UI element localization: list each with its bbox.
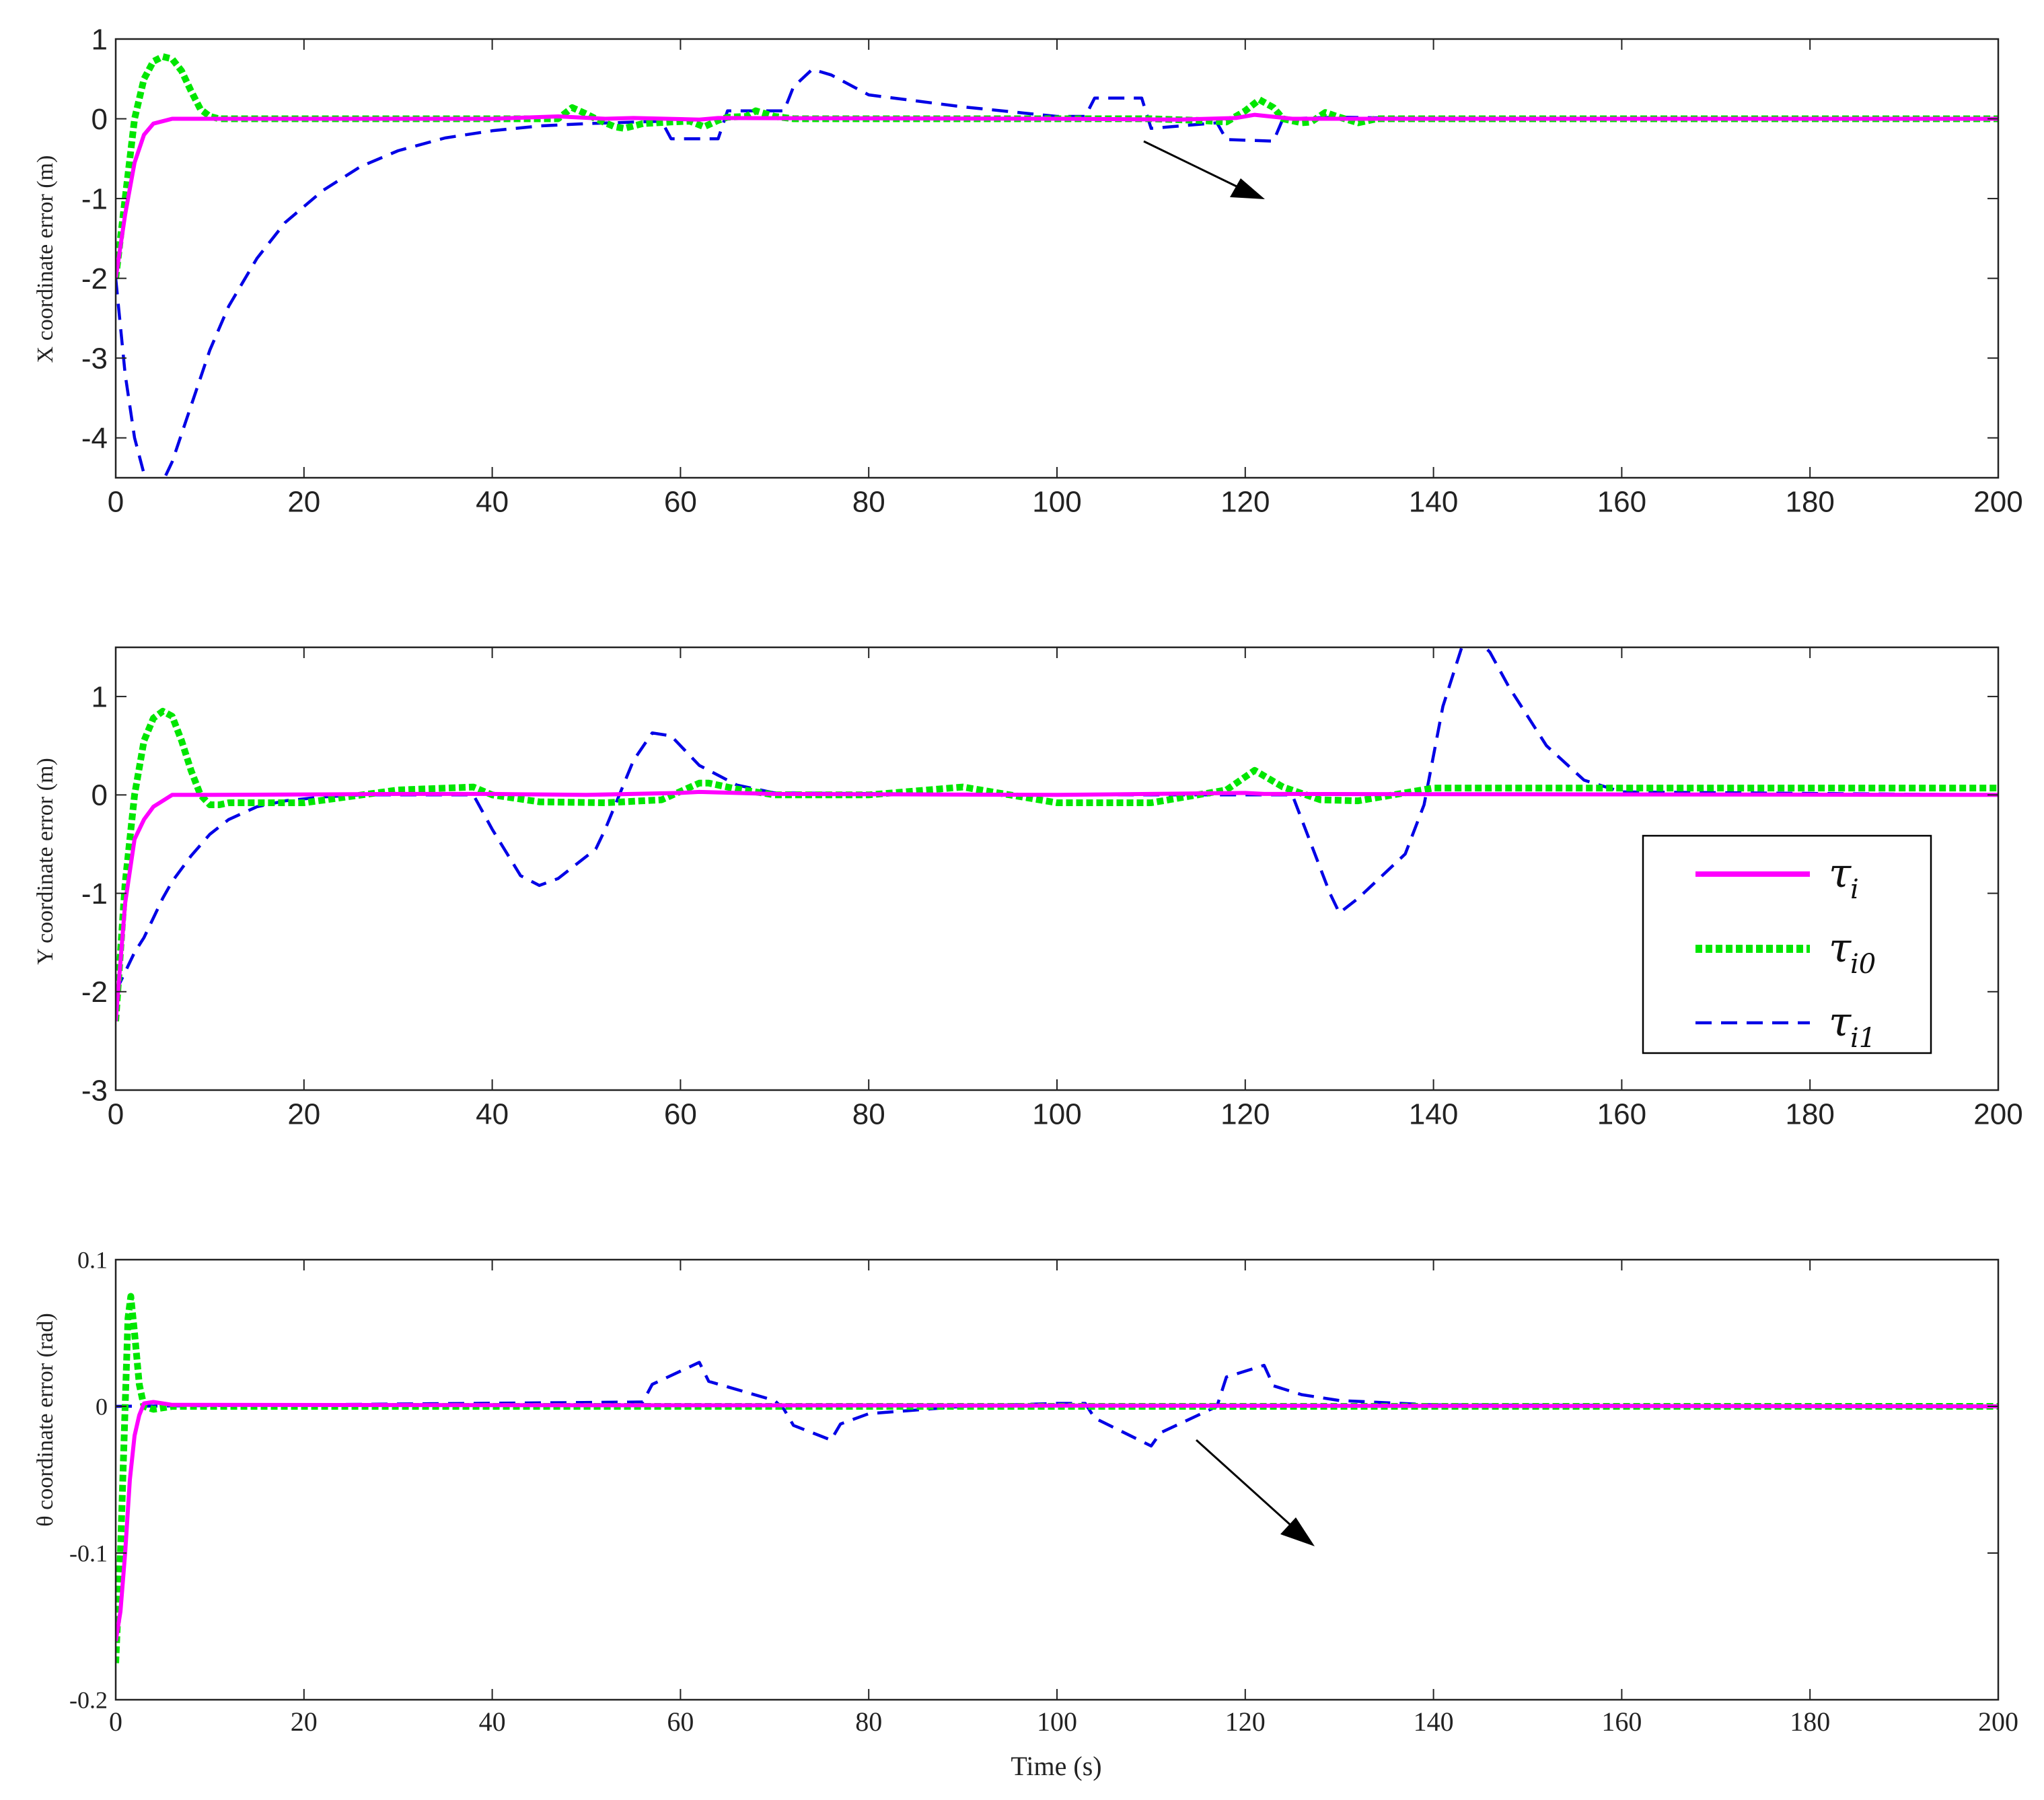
x-main-xtick-label: 200 [1973,486,2022,519]
theta-main-xtick-label: 200 [1978,1706,2018,1737]
legend-entry-tau-i1: τ i1 [1695,999,1876,1054]
x-main-background [116,39,1998,478]
theta-main-xtick-label: 120 [1225,1706,1266,1737]
x-main-panel: 0 20 40 60 80 100 120 140 160 180 200 -4 -3 -2 -1 0 1 [81,23,2023,518]
y-main-ytick-label: -2 [81,976,108,1009]
y-main-ylabel: Y coordinate error (m) [33,758,58,964]
x-main-xtick-label: 20 [287,486,320,519]
x-axis-label: Time (s) [1011,1751,1101,1781]
x-main-ytick-label: 1 [92,23,108,56]
x-main-series-tau-i [116,112,1998,279]
x-main-xtick-label: 0 [108,486,124,519]
x-main-ytick-label: -1 [81,182,108,215]
y-main-ytick-label: 1 [92,681,108,714]
legend-sub-tau-i0: i0 [1850,949,1876,980]
y-main-xtick-label: 200 [1973,1098,2022,1131]
y-main-ytick-label: -3 [81,1074,108,1107]
zoom-arrow-x [1143,140,1265,199]
x-main-ytick-label: -3 [81,343,108,375]
x-main-series-group [116,53,1998,478]
y-main-series-tau-i0 [116,708,1998,1021]
y-main-xtick-label: 180 [1785,1098,1834,1131]
x-main-ytick-label: -4 [81,422,108,455]
theta-main-panel: 0 20 40 60 80 100 120 140 160 180 200 -0.2 -0.1 0 0.1 [69,1247,2018,1737]
x-main-series-tau-i0 [116,53,1998,279]
y-main-xtick-label: 60 [664,1098,697,1131]
y-main-xtick-label: 0 [108,1098,124,1131]
x-main-ytick-label: -2 [81,262,108,295]
theta-main-xtick-label: 180 [1790,1706,1830,1737]
y-main-xtick-label: 120 [1220,1098,1270,1131]
zoom-arrow-theta [1195,1439,1315,1546]
theta-main-ytick-label: 0.1 [77,1247,108,1274]
legend-entry-tau-i0: τ i0 [1695,925,1876,980]
legend-symbol-tau-i1: τ [1829,999,1852,1046]
x-main-xtick-label: 120 [1220,486,1270,519]
x-main-xtick-label: 140 [1409,486,1458,519]
theta-main-xtick-label: 160 [1601,1706,1642,1737]
x-main-ylabel: X coordinate error (m) [33,155,58,363]
x-main-xtick-label: 40 [476,486,509,519]
y-main-xtick-label: 40 [476,1098,509,1131]
theta-main-xtick-label: 20 [291,1706,318,1737]
theta-main-series-tau-i [116,1400,1998,1642]
x-main-xtick-label: 100 [1032,486,1081,519]
legend-sub-tau-i1: i1 [1850,1023,1876,1054]
y-main-series-tau-i1 [116,647,1998,993]
y-main-xtick-label: 100 [1032,1098,1081,1131]
x-main-series-tau-i1 [116,67,1998,478]
x-main-ytick-label: 0 [92,103,108,136]
theta-main-series-tau-i1 [116,1361,1998,1448]
legend-entry-tau-i: τ i [1695,850,1859,905]
y-main-xtick-label: 80 [852,1098,885,1131]
y-main-series-tau-i [116,789,1998,1021]
theta-main-xtick-label: 80 [855,1706,882,1737]
theta-main-xtick-label: 0 [109,1706,122,1737]
theta-main-ytick-label: 0 [96,1394,108,1420]
legend-sub-tau-i: i [1850,874,1859,905]
x-main-xtick-label: 180 [1785,486,1834,519]
theta-main-ytick-label: -0.1 [69,1540,108,1567]
theta-main-xtick-label: 40 [479,1706,506,1737]
x-main-xtick-label: 60 [664,486,697,519]
theta-main-ylabel: θ coordinate error (rad) [33,1313,58,1526]
theta-main-xtick-label: 100 [1037,1706,1077,1737]
x-main-xtick-label: 160 [1597,486,1646,519]
y-main-xtick-label: 140 [1409,1098,1458,1131]
theta-main-xtick-label: 140 [1414,1706,1454,1737]
legend-symbol-tau-i0: τ [1829,925,1852,972]
y-main-ytick-label: -1 [81,877,108,910]
theta-main-series-tau-i0 [116,1293,1998,1663]
legend: τ i τ i0 τ i1 [1642,834,1932,1054]
theta-main-series-group [116,1293,1998,1663]
y-main-series-group [116,647,1998,1021]
theta-main-xtick-label: 60 [667,1706,694,1737]
y-main-xtick-label: 160 [1597,1098,1646,1131]
theta-main-background [116,1260,1998,1700]
theta-main-ytick-label: -0.2 [69,1687,108,1714]
y-main-xtick-label: 20 [287,1098,320,1131]
x-main-xtick-label: 80 [852,486,885,519]
y-main-ytick-label: 0 [92,779,108,812]
legend-symbol-tau-i: τ [1829,850,1852,897]
